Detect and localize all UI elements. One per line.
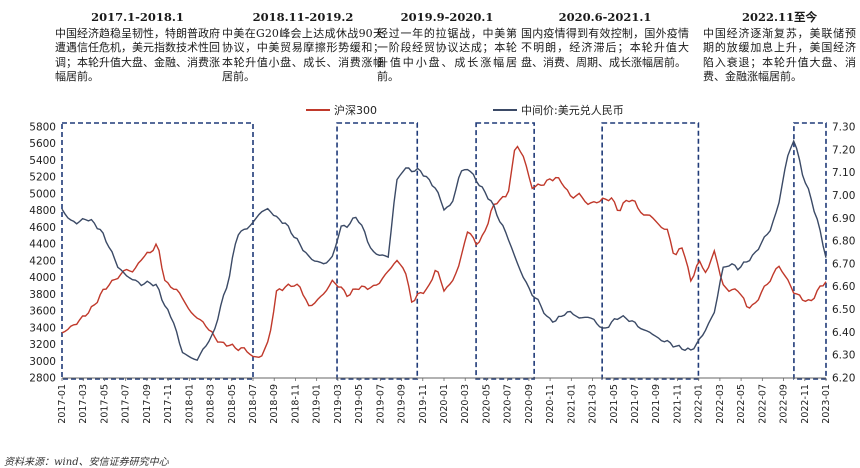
left-tick-label: 3200 (29, 339, 56, 351)
x-tick-label: 2023-01 (821, 384, 832, 424)
x-tick-label: 2017-11 (163, 384, 174, 424)
annotation-2017: 2017.1-2018.1 中国经济趋稳呈韧性，特朗普政府遭遇信任危机，美元指数… (55, 10, 220, 85)
annotation-2018-text: 中美在G20峰会上达成休战90天协议，中美贸易摩擦形势缓和；本轮升值小盘、成长、… (222, 26, 384, 84)
right-tick-label: 6.80 (832, 236, 855, 248)
x-tick-label: 2021-07 (630, 384, 641, 424)
right-tick-label: 6.90 (832, 213, 855, 225)
annotation-2017-title: 2017.1-2018.1 (91, 10, 184, 24)
highlight-box-0 (61, 122, 254, 380)
x-tick-label: 2020-11 (545, 384, 556, 424)
x-tick-label: 2019-11 (418, 384, 429, 424)
x-tick-label: 2022-09 (779, 384, 790, 424)
annotation-2020-text: 国内疫情得到有效控制，国外疫情不明朗，经济滞后；本轮升值大盘、消费、周期、成长涨… (521, 26, 689, 69)
annotation-2019: 2019.9-2020.1 经过一年的拉锯战，中美第一阶段经贸协议达成；本轮升值… (377, 10, 517, 85)
legend-csi300-label: 沪深300 (334, 103, 377, 117)
x-tick-label: 2018-03 (206, 384, 217, 424)
left-tick-label: 3000 (29, 356, 56, 368)
x-tick-label: 2021-11 (672, 384, 683, 424)
x-tick-label: 2019-09 (397, 384, 408, 424)
left-tick-label: 3400 (29, 322, 56, 334)
x-tick-label: 2021-03 (588, 384, 599, 424)
x-tick-label: 2022-03 (715, 384, 726, 424)
left-tick-label: 3800 (29, 289, 56, 301)
x-tick-label: 2020-03 (460, 384, 471, 424)
x-tick-label: 2018-05 (227, 384, 238, 424)
x-tick-label: 2018-09 (269, 384, 280, 424)
x-tick-label: 2017-05 (99, 384, 110, 424)
highlight-box-4 (793, 122, 827, 380)
right-tick-label: 6.20 (832, 373, 855, 385)
right-tick-label: 6.50 (832, 304, 855, 316)
x-tick-label: 2020-07 (503, 384, 514, 424)
series-usdcny-line (61, 139, 827, 362)
right-tick-label: 6.40 (832, 327, 855, 339)
x-tick-label: 2020-01 (439, 384, 450, 424)
annotation-2022: 2022.11至今 中国经济逐渐复苏，美联储预期的放缓加息上升，美国经济陷入衰退… (703, 10, 856, 85)
left-tick-label: 2800 (29, 373, 56, 385)
x-tick-label: 2017-01 (57, 384, 68, 424)
legend-usdcny-label: 中间价:美元兑人民币 (521, 103, 624, 117)
annotation-2017-text: 中国经济趋稳呈韧性，特朗普政府遭遇信任危机，美元指数技术性回调；本轮升值大盘、金… (55, 26, 220, 84)
x-tick-label: 2021-05 (609, 384, 620, 424)
right-tick-label: 6.30 (832, 350, 855, 362)
x-tick-label: 2019-03 (333, 384, 344, 424)
left-tick-label: 5000 (29, 188, 56, 200)
x-tick-label: 2022-01 (694, 384, 705, 424)
x-tick-label: 2019-07 (375, 384, 386, 424)
annotation-2022-text: 中国经济逐渐复苏，美联储预期的放缓加息上升，美国经济陷入衰退；本轮升值大盘、消费… (703, 26, 856, 84)
left-tick-label: 4000 (29, 272, 56, 284)
x-tick-label: 2018-11 (290, 384, 301, 424)
x-tick-label: 2022-07 (757, 384, 768, 424)
left-tick-label: 4200 (29, 255, 56, 267)
right-tick-label: 6.60 (832, 281, 855, 293)
x-tick-label: 2020-09 (524, 384, 535, 424)
left-tick-label: 5600 (29, 138, 56, 150)
right-tick-label: 6.70 (832, 258, 855, 270)
x-tick-label: 2019-01 (312, 384, 323, 424)
left-tick-label: 3600 (29, 306, 56, 318)
highlight-box-3 (601, 122, 700, 380)
x-tick-label: 2017-03 (78, 384, 89, 424)
highlight-box-2 (475, 122, 535, 380)
left-tick-label: 4600 (29, 222, 56, 234)
x-tick-label: 2022-05 (736, 384, 747, 424)
series-csi300-line (61, 145, 827, 359)
annotation-2019-text: 经过一年的拉锯战，中美第一阶段经贸协议达成；本轮升值中小盘、成长涨幅居前。 (377, 26, 517, 84)
x-tick-label: 2021-01 (566, 384, 577, 424)
x-tick-label: 2017-09 (142, 384, 153, 424)
left-tick-label: 5400 (29, 155, 56, 167)
x-tick-label: 2019-05 (354, 384, 365, 424)
right-tick-label: 7.10 (832, 167, 855, 179)
left-tick-label: 4400 (29, 239, 56, 251)
x-tick-label: 2022-11 (800, 384, 811, 424)
annotation-2018-title: 2018.11-2019.2 (252, 10, 354, 24)
highlight-box-1 (336, 122, 419, 380)
left-tick-label: 5800 (29, 122, 56, 134)
right-tick-label: 7.20 (832, 144, 855, 156)
x-tick-label: 2018-01 (184, 384, 195, 424)
x-tick-label: 2021-09 (651, 384, 662, 424)
left-tick-label: 5200 (29, 172, 56, 184)
annotation-2020-title: 2020.6-2021.1 (558, 10, 652, 24)
x-tick-label: 2020-05 (481, 384, 492, 424)
left-tick-label: 4800 (29, 205, 56, 217)
right-tick-label: 7.30 (832, 122, 855, 134)
x-tick-label: 2018-07 (248, 384, 259, 424)
annotation-2018: 2018.11-2019.2 中美在G20峰会上达成休战90天协议，中美贸易摩擦… (222, 10, 384, 85)
right-tick-label: 7.00 (832, 190, 855, 202)
source-note: 资料来源：wind、安信证券研究中心 (4, 457, 169, 468)
annotation-2020: 2020.6-2021.1 国内疫情得到有效控制，国外疫情不明朗，经济滞后；本轮… (521, 10, 689, 70)
annotation-2019-title: 2019.9-2020.1 (400, 10, 494, 24)
x-tick-label: 2017-07 (121, 384, 132, 424)
annotation-2022-title: 2022.11至今 (741, 10, 817, 24)
